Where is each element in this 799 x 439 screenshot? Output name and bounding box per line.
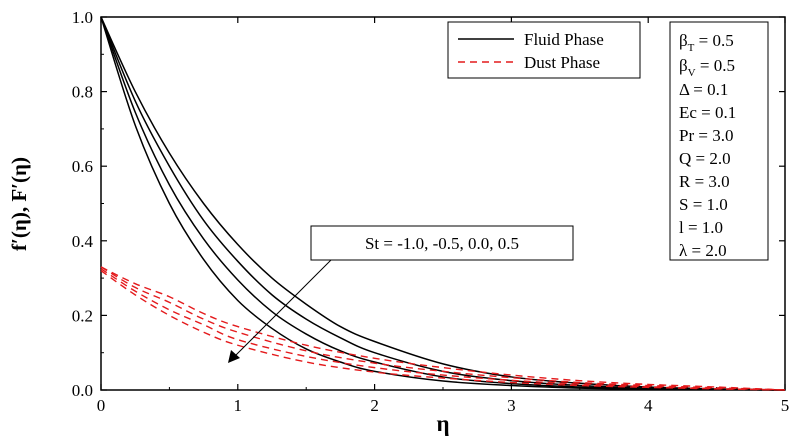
y-tick-label: 0.4 bbox=[72, 232, 94, 251]
param-r: R = 3.0 bbox=[679, 172, 730, 191]
y-tick-label: 0.6 bbox=[72, 157, 93, 176]
param-s: S = 1.0 bbox=[679, 195, 728, 214]
param-q: Q = 2.0 bbox=[679, 149, 731, 168]
annotation-arrowhead bbox=[228, 350, 240, 363]
parameter-box: βT = 0.5 βV = 0.5 Δ = 0.1 Ec = 0.1 Pr = … bbox=[669, 21, 769, 261]
annotation-arrow-line bbox=[232, 259, 332, 359]
x-axis-label: η bbox=[436, 411, 449, 436]
param-lambda: λ = 2.0 bbox=[679, 241, 727, 260]
x-tick-label: 2 bbox=[370, 396, 379, 415]
legend-label-dust: Dust Phase bbox=[524, 53, 600, 72]
x-tick-label: 4 bbox=[644, 396, 653, 415]
annotation-box bbox=[310, 225, 574, 261]
dust-phase-curve-8 bbox=[100, 270, 786, 391]
y-tick-label: 1.0 bbox=[72, 8, 93, 27]
param-ec: Ec = 0.1 bbox=[679, 103, 736, 122]
legend-label-fluid: Fluid Phase bbox=[524, 30, 604, 49]
y-tick-label: 0.8 bbox=[72, 83, 93, 102]
parameter-box-frame bbox=[669, 21, 769, 261]
x-tick-label: 3 bbox=[507, 396, 516, 415]
annotation-text: St = -1.0, -0.5, 0.0, 0.5 bbox=[365, 234, 519, 253]
param-pr: Pr = 3.0 bbox=[679, 126, 733, 145]
axis-ticks: 0 1 2 3 4 5 0.0 0.2 0.4 0.6 0.8 1.0 bbox=[72, 8, 790, 415]
dust-phase-curve-5 bbox=[100, 266, 786, 391]
x-tick-label: 0 bbox=[97, 396, 106, 415]
st-annotation: St = -1.0, -0.5, 0.0, 0.5 bbox=[228, 225, 574, 363]
series-group bbox=[100, 16, 786, 391]
param-delta: Δ = 0.1 bbox=[679, 80, 728, 99]
legend: Fluid Phase Dust Phase bbox=[447, 21, 641, 79]
y-axis-label: f′(η), F′(η) bbox=[7, 157, 31, 251]
y-tick-label: 0.0 bbox=[72, 381, 93, 400]
fluid-phase-curve-4 bbox=[100, 16, 786, 391]
dust-phase-curve-7 bbox=[100, 268, 786, 391]
x-tick-label: 1 bbox=[234, 396, 243, 415]
x-tick-label: 5 bbox=[781, 396, 790, 415]
y-tick-label: 0.2 bbox=[72, 306, 93, 325]
dust-phase-curve-6 bbox=[100, 266, 786, 391]
param-l: l = 1.0 bbox=[679, 218, 723, 237]
legend-box bbox=[447, 21, 641, 79]
